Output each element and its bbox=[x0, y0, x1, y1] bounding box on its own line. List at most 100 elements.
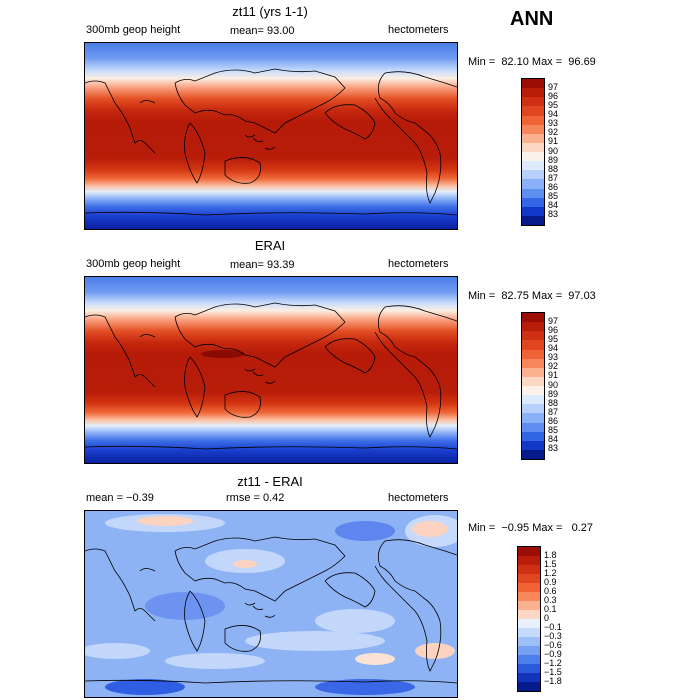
panel-3-rmse-label: rmse = 0.42 bbox=[226, 492, 285, 504]
panel-3-coastlines bbox=[85, 536, 457, 684]
colorbar-tick-label: 89 bbox=[548, 388, 559, 399]
colorbar-tick-label: 92 bbox=[548, 127, 559, 138]
panel-3-mean-label: mean = −0.39 bbox=[86, 492, 154, 504]
colorbar-segment bbox=[522, 133, 544, 143]
colorbar-tick-label: −0.1 bbox=[544, 621, 562, 632]
colorbar-tick-label: 87 bbox=[548, 406, 559, 417]
colorbar-segment bbox=[522, 88, 544, 98]
panel-2-map-svg bbox=[85, 277, 457, 463]
colorbar-segment bbox=[518, 619, 540, 628]
colorbar-tick-label: 0.6 bbox=[544, 585, 557, 596]
colorbar-segment bbox=[522, 340, 544, 350]
colorbar-segment bbox=[522, 313, 544, 323]
colorbar-tick-label: 91 bbox=[548, 370, 559, 381]
colorbar-tick-label: 94 bbox=[548, 343, 559, 353]
panel-2-coastlines bbox=[85, 302, 457, 450]
colorbar-tick-label: 91 bbox=[548, 136, 559, 147]
panel-3-minmax: Min = −0.95 Max = 0.27 bbox=[468, 522, 594, 534]
colorbar-tick-label: 96 bbox=[548, 90, 559, 101]
panel-3-title: zt11 - ERAI bbox=[237, 474, 303, 489]
colorbar-tick-label: 88 bbox=[548, 163, 559, 174]
colorbar-segment bbox=[522, 449, 544, 459]
colorbar-segment bbox=[518, 592, 540, 601]
colorbar-segment bbox=[522, 206, 544, 216]
colorbar-segment bbox=[522, 349, 544, 359]
colorbar-segment bbox=[522, 161, 544, 171]
panel-3-map-svg bbox=[85, 511, 457, 697]
colorbar-tick-label: 90 bbox=[548, 379, 559, 390]
colorbar-segment bbox=[522, 152, 544, 162]
colorbar-tick-label: 86 bbox=[548, 182, 559, 192]
colorbar-segment bbox=[522, 170, 544, 180]
panel-1-title: zt11 (yrs 1-1) bbox=[232, 4, 308, 19]
colorbar-tick-label: 93 bbox=[548, 352, 559, 363]
panel-3-units-label: hectometers bbox=[388, 492, 449, 504]
panel-1-map bbox=[84, 42, 458, 230]
colorbar-tick-label: 1.5 bbox=[544, 558, 557, 569]
colorbar-tick-label: 84 bbox=[548, 434, 559, 445]
colorbar-tick-label: 1.8 bbox=[544, 549, 557, 560]
colorbar-tick-label: 1.2 bbox=[544, 567, 557, 578]
colorbar-segment bbox=[522, 115, 544, 125]
colorbar-segment bbox=[522, 97, 544, 107]
colorbar-segment bbox=[522, 215, 544, 225]
colorbar-tick-label: −1.8 bbox=[544, 675, 562, 686]
colorbar-segment bbox=[522, 197, 544, 207]
panel-3-colorbar bbox=[517, 546, 541, 692]
colorbar-segment bbox=[522, 124, 544, 134]
colorbar-tick-label: 94 bbox=[548, 109, 559, 119]
colorbar-tick-label: 89 bbox=[548, 154, 559, 165]
colorbar-segment bbox=[522, 331, 544, 341]
colorbar-segment bbox=[518, 565, 540, 574]
colorbar-tick-label: 0.3 bbox=[544, 594, 557, 605]
panel-2-map bbox=[84, 276, 458, 464]
colorbar-segment bbox=[522, 106, 544, 116]
panel-2-warm-pool bbox=[201, 350, 245, 358]
colorbar-segment bbox=[522, 358, 544, 368]
colorbar-tick-label: 97 bbox=[548, 81, 559, 92]
colorbar-segment bbox=[518, 547, 540, 556]
colorbar-segment bbox=[518, 601, 540, 610]
colorbar-segment bbox=[518, 646, 540, 655]
colorbar-segment bbox=[518, 628, 540, 637]
colorbar-segment bbox=[522, 386, 544, 396]
colorbar-tick-label: 95 bbox=[548, 99, 559, 110]
colorbar-tick-label: −0.9 bbox=[544, 648, 562, 659]
colorbar-tick-label: 85 bbox=[548, 425, 559, 436]
colorbar-segment bbox=[518, 673, 540, 682]
colorbar-tick-label: 86 bbox=[548, 416, 559, 426]
colorbar-tick-label: 83 bbox=[548, 209, 559, 220]
colorbar-segment bbox=[522, 376, 544, 386]
colorbar-tick-label: 90 bbox=[548, 145, 559, 156]
colorbar-tick-label: 0.9 bbox=[544, 576, 557, 587]
colorbar-segment bbox=[518, 682, 540, 691]
colorbar-tick-label: −1.5 bbox=[544, 666, 562, 677]
panel-1-minmax: Min = 82.10 Max = 96.69 bbox=[468, 56, 596, 68]
panel-3-anomaly-patches bbox=[85, 514, 457, 695]
colorbar-tick-label: 0 bbox=[544, 612, 550, 623]
panel-3-map bbox=[84, 510, 458, 698]
panel-1-variable-label: 300mb geop height bbox=[86, 24, 181, 36]
panel-2-variable-label: 300mb geop height bbox=[86, 258, 181, 270]
panel-2-units-label: hectometers bbox=[388, 258, 449, 270]
colorbar-segment bbox=[518, 574, 540, 583]
colorbar-tick-label: −1.2 bbox=[544, 657, 562, 668]
panel-1-units-label: hectometers bbox=[388, 24, 449, 36]
colorbar-tick-label: 85 bbox=[548, 191, 559, 202]
panel-2-title: ERAI bbox=[254, 238, 286, 253]
colorbar-segment bbox=[518, 655, 540, 664]
colorbar-segment bbox=[522, 322, 544, 332]
colorbar-segment bbox=[522, 440, 544, 450]
colorbar-segment bbox=[518, 664, 540, 673]
panel-2-mean-label: mean= 93.39 bbox=[230, 259, 295, 271]
panel-1-colorbar bbox=[521, 78, 545, 226]
colorbar-tick-label: 0.1 bbox=[544, 603, 557, 614]
colorbar-segment bbox=[518, 610, 540, 619]
colorbar-tick-label: 97 bbox=[548, 315, 559, 326]
colorbar-segment bbox=[522, 367, 544, 377]
colorbar-tick-label: 96 bbox=[548, 324, 559, 335]
colorbar-tick-label: 87 bbox=[548, 172, 559, 183]
colorbar-tick-label: −0.3 bbox=[544, 630, 562, 641]
colorbar-segment bbox=[522, 179, 544, 189]
colorbar-segment bbox=[518, 556, 540, 565]
